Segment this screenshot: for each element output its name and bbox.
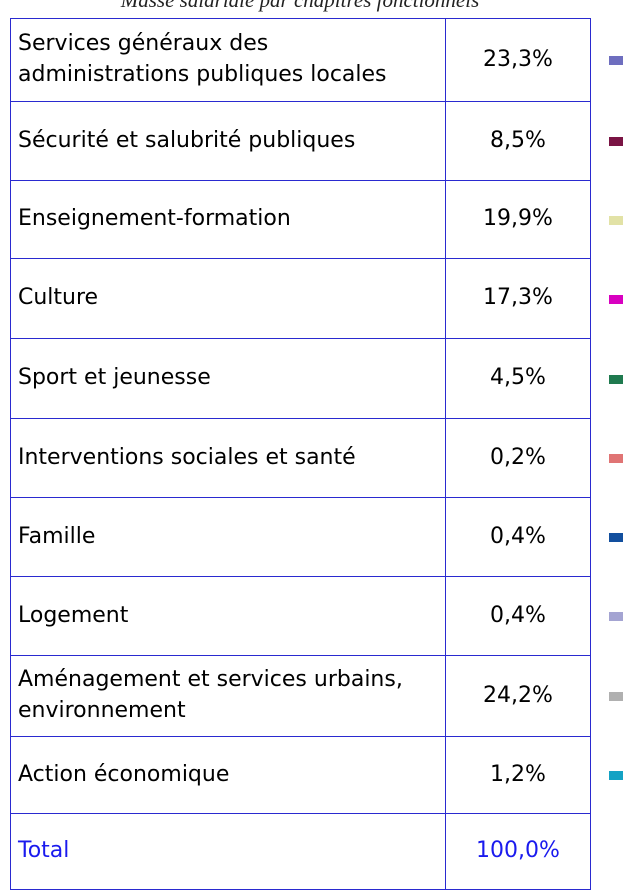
row-value: 0,4% [445, 497, 591, 577]
legend-swatch [609, 454, 623, 463]
total-value: 100,0% [445, 813, 591, 890]
row-label: Interventions sociales et santé [10, 418, 446, 498]
row-value: 8,5% [445, 101, 591, 181]
row-value: 24,2% [445, 655, 591, 737]
row-value: 19,9% [445, 180, 591, 259]
legend-swatch [609, 137, 623, 146]
row-label: Sport et jeunesse [10, 338, 446, 419]
row-label: Enseignement-formation [10, 180, 446, 259]
legend-swatch [609, 215, 623, 225]
row-label: Services généraux des administrations pu… [10, 18, 446, 102]
legend-swatch [609, 294, 623, 304]
row-value: 4,5% [445, 338, 591, 419]
row-label: Aménagement et services urbains, environ… [10, 655, 446, 737]
row-label: Action économique [10, 736, 446, 814]
legend-swatch [609, 612, 623, 621]
row-value: 0,4% [445, 576, 591, 656]
title: Masse salariale par chapitres fonctionne… [120, 0, 480, 12]
row-value: 0,2% [445, 418, 591, 498]
total-label: Total [10, 813, 446, 890]
row-value: 23,3% [445, 18, 591, 102]
row-value: 17,3% [445, 258, 591, 339]
row-value: 1,2% [445, 736, 591, 814]
row-label: Culture [10, 258, 446, 339]
legend-swatch [609, 56, 623, 65]
row-label: Sécurité et salubrité publiques [10, 101, 446, 181]
legend-swatch [609, 374, 623, 384]
legend-swatch [609, 692, 623, 701]
legend-swatch [609, 771, 623, 780]
legend-swatch [609, 533, 623, 542]
row-label: Famille [10, 497, 446, 577]
row-label: Logement [10, 576, 446, 656]
